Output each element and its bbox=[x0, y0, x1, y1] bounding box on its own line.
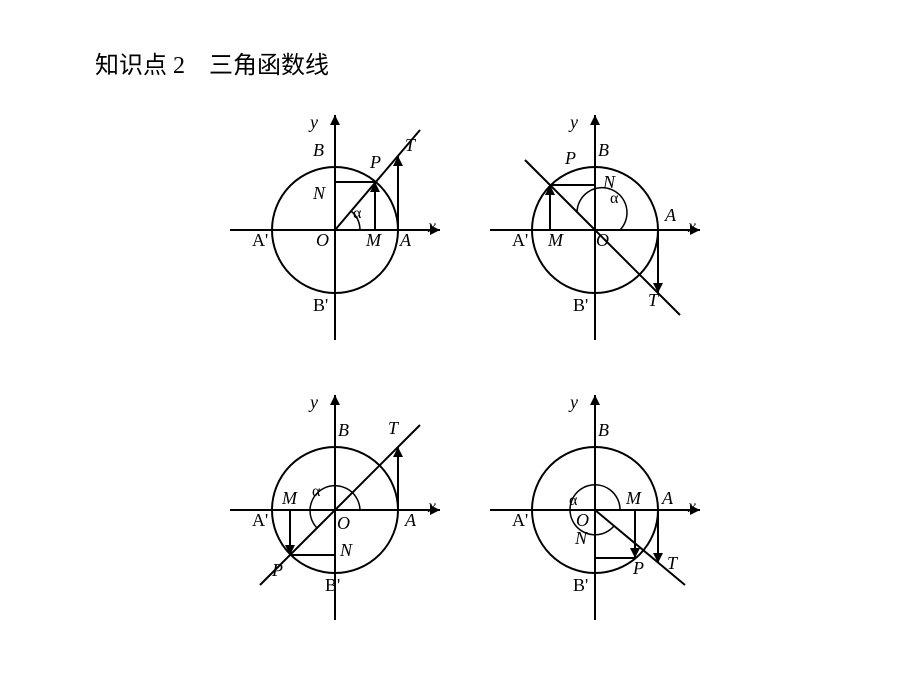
label-B-prime: B' bbox=[313, 295, 328, 316]
diagram-svg-q1 bbox=[210, 90, 460, 360]
label-A: A bbox=[665, 205, 676, 226]
label-N: N bbox=[313, 183, 325, 204]
label-A-prime: A' bbox=[252, 510, 268, 531]
label-P: P bbox=[272, 560, 283, 581]
trig-diagram-q2: y x B B' A A' O M N P T α bbox=[470, 90, 720, 360]
label-T: T bbox=[667, 553, 677, 574]
label-M: M bbox=[626, 488, 641, 509]
label-T: T bbox=[405, 135, 415, 156]
label-P: P bbox=[633, 558, 644, 579]
label-A: A bbox=[662, 488, 673, 509]
label-A-prime: A' bbox=[512, 230, 528, 251]
trig-diagram-q3: y x B B' A A' O M N P T α bbox=[210, 370, 460, 640]
y-axis-label: y bbox=[310, 392, 318, 413]
label-O: O bbox=[337, 513, 350, 534]
label-alpha: α bbox=[569, 492, 577, 510]
label-N: N bbox=[340, 540, 352, 561]
label-B-prime: B' bbox=[325, 575, 340, 596]
trig-diagram-q1: y x B B' A A' O M N P T α bbox=[210, 90, 460, 360]
label-A: A bbox=[405, 510, 416, 531]
y-axis-label: y bbox=[310, 112, 318, 133]
label-P: P bbox=[370, 152, 381, 173]
y-axis-label: y bbox=[570, 392, 578, 413]
label-B: B bbox=[338, 420, 349, 441]
y-axis-label: y bbox=[570, 112, 578, 133]
label-B: B bbox=[313, 140, 324, 161]
label-A-prime: A' bbox=[512, 510, 528, 531]
label-alpha: α bbox=[312, 483, 320, 501]
label-M: M bbox=[282, 488, 297, 509]
x-axis-label: x bbox=[688, 216, 696, 237]
label-A: A bbox=[400, 230, 411, 251]
label-B-prime: B' bbox=[573, 295, 588, 316]
diagram-grid: y x B B' A A' O M N P T α bbox=[210, 90, 720, 650]
label-N: N bbox=[575, 528, 587, 549]
label-P: P bbox=[565, 148, 576, 169]
label-T: T bbox=[648, 290, 658, 311]
x-axis-label: x bbox=[688, 496, 696, 517]
label-B: B bbox=[598, 420, 609, 441]
x-axis-label: x bbox=[428, 216, 436, 237]
label-M: M bbox=[548, 230, 563, 251]
x-axis-label: x bbox=[428, 496, 436, 517]
diagram-svg-q4 bbox=[470, 370, 720, 640]
trig-diagram-q4: y x B B' A A' O M N P T α bbox=[470, 370, 720, 640]
label-O: O bbox=[596, 230, 609, 251]
label-alpha: α bbox=[353, 205, 361, 223]
diagram-svg-q3 bbox=[210, 370, 460, 640]
label-alpha: α bbox=[610, 190, 618, 208]
label-M: M bbox=[366, 230, 381, 251]
section-title: 知识点 2 三角函数线 bbox=[95, 45, 329, 80]
label-B: B bbox=[598, 140, 609, 161]
label-O: O bbox=[316, 230, 329, 251]
label-A-prime: A' bbox=[252, 230, 268, 251]
diagram-svg-q2 bbox=[470, 90, 720, 360]
label-T: T bbox=[388, 418, 398, 439]
label-B-prime: B' bbox=[573, 575, 588, 596]
